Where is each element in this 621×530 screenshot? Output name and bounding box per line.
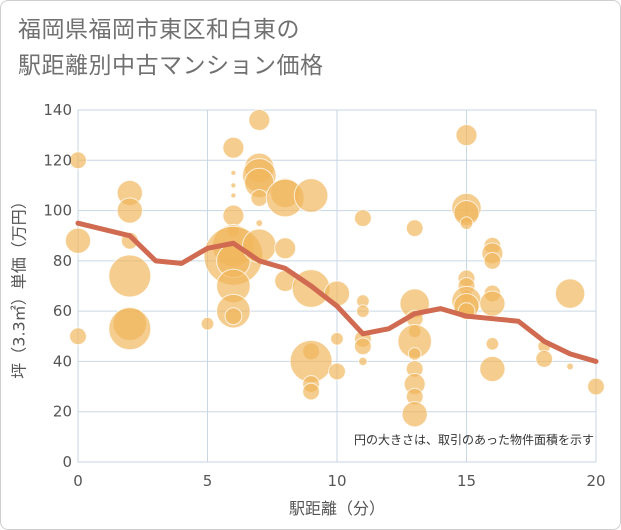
axes: 0 5 10 15 20 0 20 40 60 80 100 120 140 bbox=[43, 101, 605, 490]
bubble-point bbox=[108, 254, 152, 298]
line-layer bbox=[75, 220, 599, 364]
bubble-point bbox=[401, 401, 428, 428]
bubble-point bbox=[483, 251, 502, 270]
y-tick-label: 0 bbox=[62, 453, 72, 471]
y-tick-label: 60 bbox=[53, 302, 72, 320]
chart-title-line1: 福岡県福岡市東区和白東の bbox=[18, 17, 300, 43]
bubble-point bbox=[116, 197, 143, 224]
chart-title-line2: 駅距離別中古マンション価格 bbox=[18, 53, 324, 79]
bubble-point bbox=[224, 307, 243, 326]
bubble-point bbox=[230, 192, 237, 199]
bubble-point bbox=[455, 124, 478, 147]
bubble-point bbox=[200, 316, 215, 331]
bubble-point bbox=[535, 350, 554, 368]
bubble-point bbox=[479, 355, 506, 383]
x-tick-label: 10 bbox=[327, 472, 346, 490]
bubble-point bbox=[354, 209, 372, 228]
bubble-point bbox=[330, 332, 344, 346]
y-tick-label: 20 bbox=[53, 403, 72, 421]
bubble-point bbox=[358, 356, 368, 367]
bubble-point bbox=[302, 382, 321, 401]
bubble-layer bbox=[64, 109, 605, 428]
x-tick-label: 20 bbox=[586, 472, 605, 490]
bubble-point bbox=[407, 347, 422, 361]
x-tick-label: 5 bbox=[203, 472, 213, 490]
x-axis-label: 駅距離（分） bbox=[289, 499, 385, 518]
plot-border bbox=[77, 109, 597, 463]
bubble-point bbox=[230, 169, 237, 176]
bubble-point bbox=[222, 136, 245, 159]
bubble-point bbox=[255, 219, 264, 228]
bubble-point bbox=[108, 307, 152, 351]
y-axis-label: 坪（3.3㎡）単価（万円） bbox=[10, 193, 29, 378]
y-tick-label: 40 bbox=[53, 352, 72, 370]
bubble-point bbox=[69, 327, 87, 346]
bubble-point bbox=[248, 109, 271, 132]
bubble-point bbox=[459, 216, 474, 230]
bubble-point bbox=[485, 337, 500, 351]
average-price-line bbox=[75, 220, 599, 364]
chart-title: 福岡県福岡市東区和白東の 駅距離別中古マンション価格 bbox=[18, 12, 324, 84]
bubble-point bbox=[293, 178, 329, 213]
bubble-point bbox=[566, 362, 574, 371]
y-tick-label: 140 bbox=[43, 101, 72, 119]
bubble-point bbox=[479, 290, 506, 317]
bubble-point bbox=[230, 182, 237, 189]
x-tick-label: 0 bbox=[73, 472, 83, 490]
bubble-point bbox=[587, 377, 605, 396]
size-note: 円の大きさは、取引のあった物件面積を示す bbox=[354, 432, 594, 447]
bubble-point bbox=[274, 237, 297, 260]
bubble-point bbox=[241, 228, 277, 264]
bubble-point bbox=[64, 227, 92, 254]
x-tick-label: 15 bbox=[457, 472, 476, 490]
bubble-point bbox=[356, 304, 370, 318]
bubble-point bbox=[328, 362, 346, 381]
bubble-point bbox=[250, 189, 269, 207]
y-tick-label: 120 bbox=[43, 151, 72, 169]
bubble-point bbox=[354, 337, 372, 356]
bubble-point bbox=[69, 151, 87, 170]
bubble-point bbox=[222, 204, 245, 227]
bubble-point bbox=[554, 278, 586, 309]
y-tick-label: 100 bbox=[43, 202, 72, 220]
y-tick-label: 80 bbox=[53, 252, 72, 270]
bubble-point bbox=[405, 219, 424, 238]
